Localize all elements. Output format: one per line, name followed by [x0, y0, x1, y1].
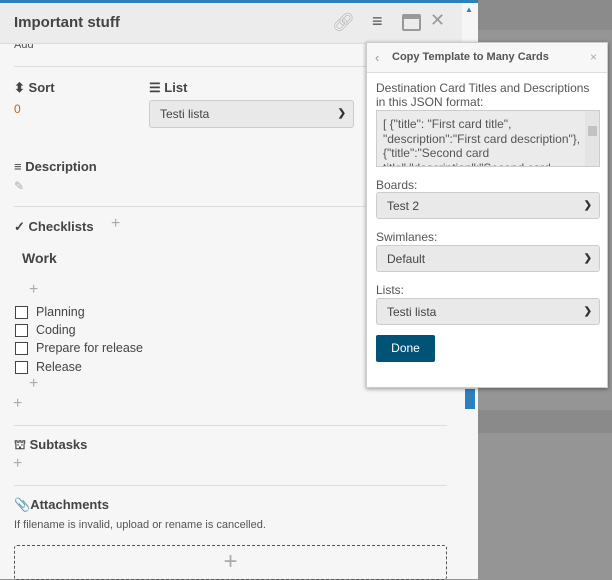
description-heading: ≡ Description	[14, 159, 97, 174]
board-background	[478, 0, 612, 30]
popup-header: ‹ Copy Template to Many Cards ×	[367, 43, 607, 73]
checklist-item[interactable]: Release	[15, 360, 82, 374]
lists-select-wrap[interactable]: Testi lista ❯	[376, 298, 600, 325]
sort-value[interactable]: 0	[14, 102, 21, 116]
popup-title: Copy Template to Many Cards	[392, 51, 549, 63]
checklist-item[interactable]: Prepare for release	[15, 341, 143, 355]
swimlanes-select[interactable]: Default	[376, 245, 600, 272]
done-button[interactable]: Done	[376, 335, 435, 362]
divider	[14, 206, 447, 207]
add-attachment-button[interactable]: +	[14, 545, 447, 580]
list-icon: ☰	[149, 80, 161, 95]
checkbox[interactable]	[15, 341, 28, 355]
add-checklist-item-icon[interactable]: +	[29, 375, 39, 392]
swimlanes-select-wrap[interactable]: Default ❯	[376, 245, 600, 272]
json-textarea[interactable]: [ {"title": "First card title", "descrip…	[376, 110, 600, 167]
attachments-note: If filename is invalid, upload or rename…	[14, 519, 266, 531]
divider	[14, 66, 447, 67]
link-icon[interactable]: 🔗︎	[332, 12, 355, 32]
checklist-item-label: Coding	[36, 323, 76, 337]
boards-select-wrap[interactable]: Test 2 ❯	[376, 192, 600, 219]
maximize-icon[interactable]	[402, 14, 421, 31]
checklists-heading: ✓ Checklists	[14, 219, 94, 235]
textarea-scrollbar[interactable]	[585, 111, 599, 166]
attachments-heading: 📎Attachments	[14, 497, 109, 513]
checklist-item-label: Prepare for release	[36, 341, 144, 355]
copy-template-popup: ‹ Copy Template to Many Cards × Destinat…	[366, 42, 608, 388]
description-icon: ≡	[14, 159, 22, 174]
swimlanes-label: Swimlanes:	[376, 230, 438, 244]
textarea-scroll-thumb[interactable]	[588, 126, 597, 136]
card-title[interactable]: Important stuff	[14, 14, 120, 31]
add-checklist-bottom-icon[interactable]: +	[13, 395, 23, 412]
subtasks-label: Subtasks	[29, 437, 88, 452]
add-subtask-icon[interactable]: +	[13, 455, 23, 472]
sort-label: Sort	[28, 80, 55, 95]
hamburger-menu-icon[interactable]: ≡	[372, 11, 383, 31]
board-swimlane-band	[478, 410, 612, 433]
checkmark-icon: ✓	[14, 219, 25, 234]
sitemap-icon: ⛫	[14, 437, 26, 452]
list-label: List	[164, 80, 188, 95]
sort-icon: ⬍	[14, 80, 25, 95]
lists-select[interactable]: Testi lista	[376, 298, 600, 325]
paperclip-icon: 📎	[14, 497, 31, 512]
scroll-up-icon[interactable]: ▲	[465, 5, 473, 14]
subtasks-heading: ⛫ Subtasks	[14, 437, 87, 455]
edit-description-icon[interactable]: ✎	[14, 179, 25, 193]
add-checklist-item-top-icon[interactable]: +	[29, 281, 39, 298]
close-icon[interactable]: ✕	[430, 10, 446, 30]
checkbox[interactable]	[15, 360, 28, 374]
checklist-title[interactable]: Work	[22, 250, 57, 266]
list-select-wrap[interactable]: Testi lista ❯	[149, 100, 354, 128]
scrollbar-thumb[interactable]	[465, 389, 475, 409]
boards-label: Boards:	[376, 178, 418, 192]
checklist-item[interactable]: Planning	[15, 305, 85, 319]
add-checklist-icon[interactable]: +	[111, 215, 121, 232]
plus-icon: +	[223, 548, 238, 575]
checklist-item-label: Planning	[36, 305, 85, 319]
attachments-label: Attachments	[30, 497, 109, 512]
lists-label: Lists:	[376, 283, 405, 297]
checklists-label: Checklists	[28, 219, 94, 234]
list-select[interactable]: Testi lista	[149, 100, 354, 128]
checklist-item-label: Release	[36, 360, 82, 374]
back-icon[interactable]: ‹	[375, 50, 380, 65]
divider	[14, 485, 447, 486]
boards-select[interactable]: Test 2	[376, 192, 600, 219]
description-label: Description	[25, 159, 97, 174]
list-heading: ☰ List	[149, 80, 187, 96]
sort-heading: ⬍ Sort	[14, 80, 55, 96]
json-label: Destination Card Titles and Descriptions…	[376, 81, 590, 109]
checklist-item[interactable]: Coding	[15, 323, 76, 337]
checkbox[interactable]	[15, 305, 28, 319]
checkbox[interactable]	[15, 323, 28, 337]
divider	[14, 425, 447, 426]
popup-close-icon[interactable]: ×	[590, 50, 598, 64]
card-header: Important stuff 🔗︎ ≡ ✕	[0, 3, 462, 44]
